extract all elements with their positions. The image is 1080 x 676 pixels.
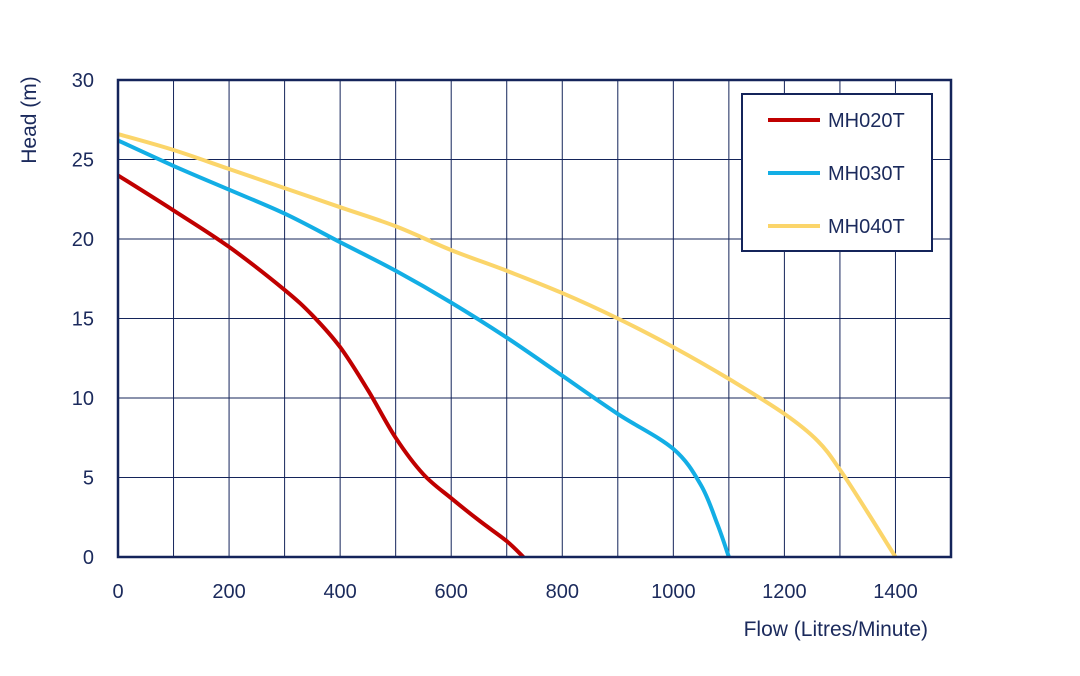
y-tick-label: 25 xyxy=(72,150,94,172)
legend-label: MH020T xyxy=(828,110,905,132)
y-tick-label: 15 xyxy=(72,309,94,331)
legend: MH020T MH030T MH040T xyxy=(741,93,933,252)
y-tick-label: 30 xyxy=(72,70,94,92)
x-tick-label: 1000 xyxy=(651,581,696,603)
x-tick-label: 0 xyxy=(112,581,123,603)
y-tick-labels: 0 5 10 15 20 25 30 xyxy=(72,70,94,569)
series-line-mh030t xyxy=(117,138,731,558)
x-tick-label: 1400 xyxy=(873,581,918,603)
y-tick-label: 10 xyxy=(72,388,94,410)
x-tick-labels: 0 200 400 600 800 1000 1200 1400 xyxy=(112,581,917,603)
x-axis-title: Flow (Litres/Minute) xyxy=(744,618,928,641)
x-tick-label: 1200 xyxy=(762,581,807,603)
series-line-mh040t xyxy=(117,132,898,559)
series-line-mh020t xyxy=(116,173,525,559)
y-tick-label: 20 xyxy=(72,229,94,251)
x-tick-label: 800 xyxy=(546,581,579,603)
series-lines xyxy=(116,132,898,559)
y-axis-title: Head (m) xyxy=(18,76,41,164)
x-tick-label: 400 xyxy=(323,581,356,603)
legend-label: MH040T xyxy=(828,216,905,238)
y-tick-label: 0 xyxy=(83,547,94,569)
plot-frame xyxy=(116,78,953,559)
x-tick-label: 600 xyxy=(435,581,468,603)
legend-label: MH030T xyxy=(828,163,905,185)
x-tick-label: 200 xyxy=(212,581,245,603)
y-tick-label: 5 xyxy=(83,468,94,490)
